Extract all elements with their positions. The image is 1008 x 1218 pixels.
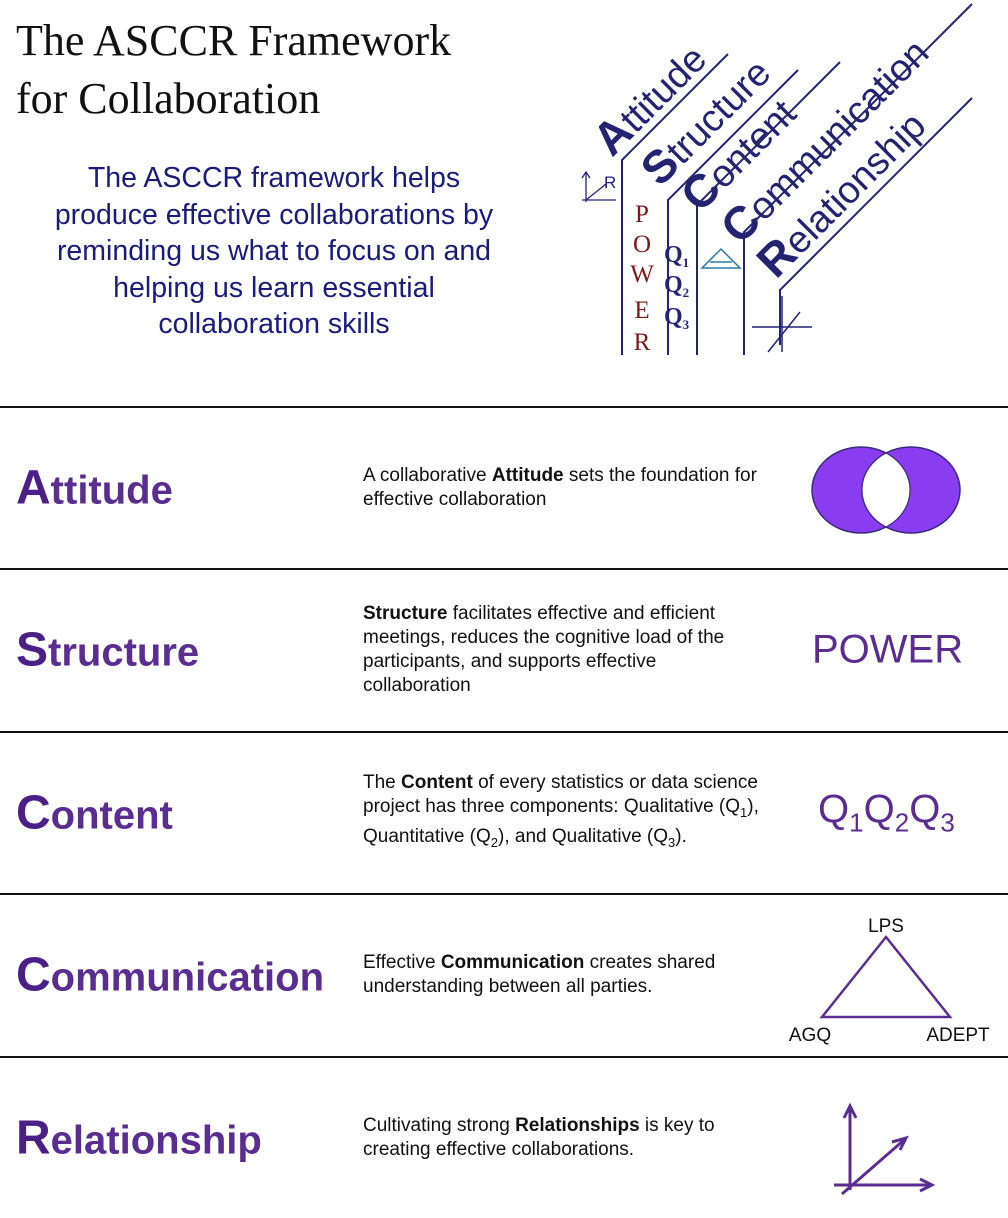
logo-triangle-icon (700, 247, 742, 269)
svg-text:W: W (630, 261, 654, 288)
venn-icon (811, 446, 961, 534)
row-desc-attitude: A collaborative Attitude sets the founda… (363, 465, 757, 510)
row-desc-communication: Effective Communication creates shared u… (363, 952, 716, 997)
power-label: POWER (812, 627, 964, 672)
row-title-structure: Structure (16, 623, 200, 677)
divider (0, 406, 1008, 408)
svg-text:Q2: Q2 (664, 272, 689, 300)
asccr-logo: Attitude Structure Content Communication… (581, 3, 973, 356)
row-desc-relationship: Cultivating strong Relationships is key … (363, 1115, 715, 1160)
row-title-communication: Communication (16, 948, 325, 1002)
svg-text:E: E (634, 297, 649, 324)
row-title-attitude: Attitude (16, 461, 173, 515)
triangle-label-right: ADEPT (926, 1025, 990, 1046)
row-title-content: Content (16, 786, 173, 840)
logo-line-content (696, 61, 841, 355)
svg-text:P: P (635, 201, 649, 228)
row-communication: Communication Effective Communication cr… (0, 895, 1008, 1055)
logo-axis-label: R (604, 173, 616, 192)
svg-text:Q1: Q1 (664, 242, 689, 270)
triangle-label-top: LPS (868, 916, 904, 937)
axes-icon (834, 1102, 936, 1196)
row-desc-content: The Content of every statistics or data … (363, 772, 759, 850)
title-line-2: for Collaboration (16, 74, 321, 123)
intro-line: helping us learn essential (113, 271, 435, 304)
svg-text:R: R (634, 329, 651, 356)
logo-axes-icon (581, 170, 616, 202)
logo-q-letters: Q1 Q2 Q3 (664, 242, 690, 332)
communication-triangle-icon: LPS AGQ ADEPT (789, 916, 990, 1046)
row-title-relationship: Relationship (16, 1111, 262, 1165)
logo-power-letters: P O W E R (630, 201, 654, 356)
logo-cross-icon (752, 296, 812, 353)
row-desc-structure: Structure facilitates effective and effi… (363, 603, 725, 696)
divider (0, 731, 1008, 733)
logo-line-communication (743, 3, 973, 355)
row-attitude: Attitude A collaborative Attitude sets t… (0, 408, 1008, 568)
row-structure: Structure Structure facilitates effectiv… (0, 570, 1008, 730)
intro-line: collaboration skills (158, 308, 390, 340)
row-relationship: Relationship Cultivating strong Relation… (0, 1058, 1008, 1218)
svg-text:Q3: Q3 (664, 304, 690, 332)
intro-text: The ASCCR framework helps produce effect… (10, 160, 538, 343)
logo-line-structure (667, 69, 799, 355)
triangle-label-left: AGQ (789, 1025, 831, 1046)
divider (0, 1056, 1008, 1058)
divider (0, 568, 1008, 570)
row-content: Content The Content of every statistics … (0, 733, 1008, 893)
intro-line: reminding us what to focus on and (56, 235, 492, 267)
intro-line: The ASCCR framework helps (87, 162, 461, 194)
divider (0, 893, 1008, 895)
intro-line: produce effective collaborations by (54, 198, 494, 231)
svg-text:O: O (633, 231, 651, 258)
title-line-1: The ASCCR Framework (16, 16, 452, 65)
q-components-label: Q1Q2Q3 (818, 787, 955, 838)
logo-line-attitude (621, 53, 729, 355)
page-title: The ASCCR Framework for Collaboration (16, 12, 576, 128)
